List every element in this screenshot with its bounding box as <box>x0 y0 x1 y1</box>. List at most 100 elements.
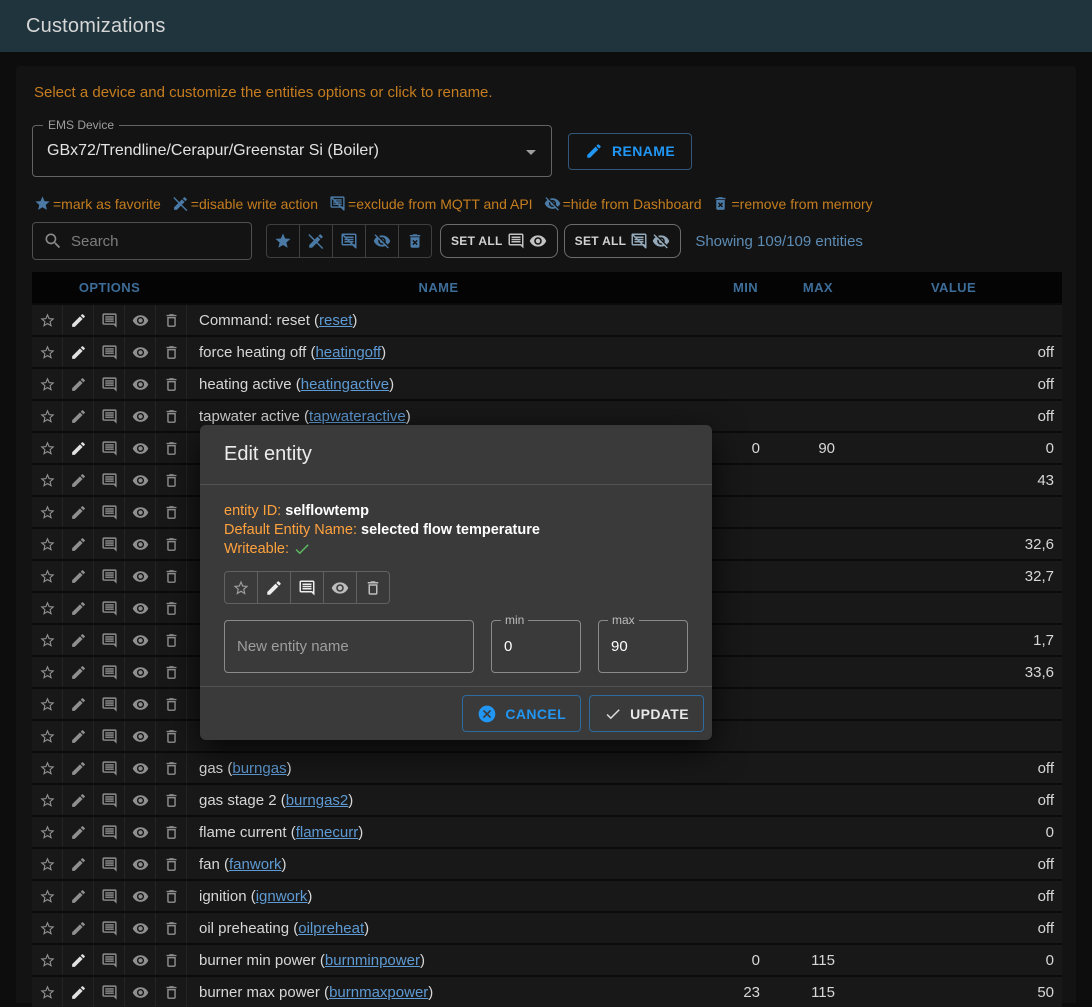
max-field[interactable]: max <box>598 613 688 673</box>
entity-id-link[interactable]: tapwateractive <box>309 407 406 425</box>
entity-id-link[interactable]: heatingactive <box>300 375 390 393</box>
cancel-button[interactable]: CANCEL <box>462 695 582 732</box>
comment-option-icon[interactable] <box>94 689 125 719</box>
entity-id-link[interactable]: burngas2 <box>285 791 349 809</box>
eye-option-icon[interactable] <box>125 753 156 783</box>
entity-id-link[interactable]: flamecurr <box>295 823 359 841</box>
comment-option-icon[interactable] <box>94 465 125 495</box>
comment-option-icon[interactable] <box>94 433 125 463</box>
eye-option-icon[interactable] <box>125 689 156 719</box>
eye-option-icon[interactable] <box>125 561 156 591</box>
set-all-show-button[interactable]: SET ALL <box>440 224 558 258</box>
eye-option-icon[interactable] <box>125 529 156 559</box>
new-entity-name-field[interactable] <box>224 620 474 673</box>
comment-option-icon[interactable] <box>94 561 125 591</box>
max-input[interactable] <box>611 638 675 655</box>
eye-option-icon[interactable] <box>125 881 156 911</box>
edit-option-icon[interactable] <box>63 497 94 527</box>
star-option-icon[interactable] <box>32 369 63 399</box>
delete-option-icon[interactable] <box>156 689 187 719</box>
star-option-icon[interactable] <box>32 593 63 623</box>
star-option-icon[interactable] <box>32 497 63 527</box>
delete-option-icon[interactable] <box>156 913 187 943</box>
star-option-icon[interactable] <box>32 817 63 847</box>
eye-option-icon[interactable] <box>125 721 156 751</box>
comment-option-icon[interactable] <box>94 305 125 335</box>
delete-option-icon[interactable] <box>156 817 187 847</box>
eye-option-icon[interactable] <box>125 977 156 1007</box>
comment-option-icon[interactable] <box>94 337 125 367</box>
min-input[interactable] <box>504 638 568 655</box>
comment-option-icon[interactable] <box>94 785 125 815</box>
delete-option-icon[interactable] <box>156 497 187 527</box>
search-field[interactable] <box>32 222 252 260</box>
comment-option-icon[interactable] <box>94 945 125 975</box>
comment-option-icon[interactable] <box>94 401 125 431</box>
comment-option-icon[interactable] <box>94 849 125 879</box>
star-option-icon[interactable] <box>32 529 63 559</box>
min-field[interactable]: min <box>491 613 581 673</box>
edit-option-icon[interactable] <box>63 561 94 591</box>
entity-id-link[interactable]: ignwork <box>255 887 308 905</box>
dialog-delete-toggle[interactable] <box>356 571 390 604</box>
star-option-icon[interactable] <box>32 305 63 335</box>
edit-option-icon[interactable] <box>63 881 94 911</box>
comment-option-icon[interactable] <box>94 817 125 847</box>
comment-option-icon[interactable] <box>94 977 125 1007</box>
star-option-icon[interactable] <box>32 689 63 719</box>
delete-option-icon[interactable] <box>156 881 187 911</box>
delete-option-icon[interactable] <box>156 561 187 591</box>
set-all-hide-button[interactable]: SET ALL <box>563 224 682 258</box>
eye-option-icon[interactable] <box>125 945 156 975</box>
star-option-icon[interactable] <box>32 849 63 879</box>
edit-option-icon[interactable] <box>63 657 94 687</box>
filter-eye-off-button[interactable] <box>365 224 399 258</box>
eye-option-icon[interactable] <box>125 625 156 655</box>
entity-id-link[interactable]: reset <box>319 311 353 329</box>
entity-id-link[interactable]: burnminpower <box>324 951 420 969</box>
filter-comment-off-button[interactable] <box>332 224 366 258</box>
ems-device-select[interactable]: EMS Device GBx72/Trendline/Cerapur/Green… <box>32 118 552 177</box>
eye-option-icon[interactable] <box>125 849 156 879</box>
delete-option-icon[interactable] <box>156 401 187 431</box>
delete-option-icon[interactable] <box>156 625 187 655</box>
dialog-edit-toggle[interactable] <box>257 571 291 604</box>
edit-option-icon[interactable] <box>63 689 94 719</box>
edit-option-icon[interactable] <box>63 625 94 655</box>
star-option-icon[interactable] <box>32 561 63 591</box>
filter-delete-forever-button[interactable] <box>398 224 432 258</box>
edit-option-icon[interactable] <box>63 721 94 751</box>
delete-option-icon[interactable] <box>156 369 187 399</box>
eye-option-icon[interactable] <box>125 369 156 399</box>
comment-option-icon[interactable] <box>94 657 125 687</box>
edit-option-icon[interactable] <box>63 593 94 623</box>
edit-option-icon[interactable] <box>63 753 94 783</box>
edit-option-icon[interactable] <box>63 305 94 335</box>
comment-option-icon[interactable] <box>94 497 125 527</box>
edit-option-icon[interactable] <box>63 465 94 495</box>
edit-option-icon[interactable] <box>63 401 94 431</box>
entity-id-link[interactable]: burnmaxpower <box>329 983 429 1001</box>
eye-option-icon[interactable] <box>125 401 156 431</box>
eye-option-icon[interactable] <box>125 433 156 463</box>
entity-id-link[interactable]: fanwork <box>229 855 282 873</box>
update-button[interactable]: UPDATE <box>589 695 704 732</box>
edit-option-icon[interactable] <box>63 785 94 815</box>
entity-id-link[interactable]: oilpreheat <box>298 919 365 937</box>
comment-option-icon[interactable] <box>94 753 125 783</box>
star-option-icon[interactable] <box>32 465 63 495</box>
eye-option-icon[interactable] <box>125 657 156 687</box>
delete-option-icon[interactable] <box>156 657 187 687</box>
star-option-icon[interactable] <box>32 401 63 431</box>
edit-option-icon[interactable] <box>63 529 94 559</box>
delete-option-icon[interactable] <box>156 721 187 751</box>
delete-option-icon[interactable] <box>156 849 187 879</box>
star-option-icon[interactable] <box>32 753 63 783</box>
edit-option-icon[interactable] <box>63 337 94 367</box>
dialog-star-toggle[interactable] <box>224 571 258 604</box>
delete-option-icon[interactable] <box>156 465 187 495</box>
star-option-icon[interactable] <box>32 337 63 367</box>
delete-option-icon[interactable] <box>156 977 187 1007</box>
star-option-icon[interactable] <box>32 433 63 463</box>
delete-option-icon[interactable] <box>156 433 187 463</box>
